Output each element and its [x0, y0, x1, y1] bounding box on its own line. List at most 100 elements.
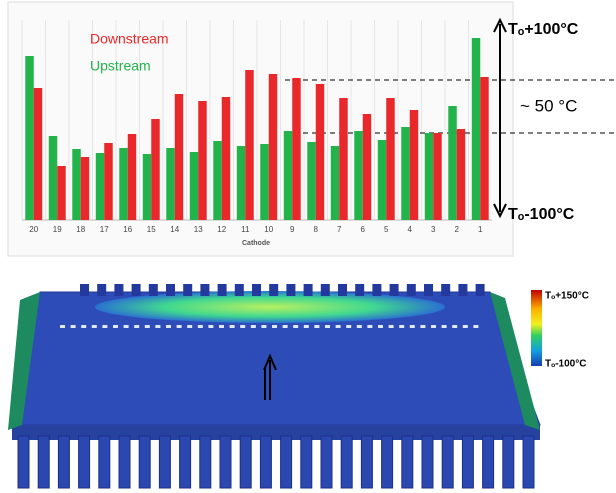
bar [480, 77, 489, 220]
bar [48, 136, 58, 220]
bar [268, 74, 278, 220]
x-tick-label: 1 [478, 225, 483, 234]
x-tick-label: 18 [76, 225, 85, 234]
teeth [17, 284, 535, 489]
hole [219, 325, 224, 328]
bar [448, 106, 457, 220]
x-tick-label: 2 [455, 225, 460, 234]
hole [91, 325, 97, 328]
x-tick-label: 5 [384, 225, 389, 234]
bar [198, 101, 207, 220]
bar [409, 110, 419, 220]
annotation: Tₒ+100°C [508, 21, 579, 38]
tooth [482, 435, 495, 489]
hole [240, 325, 246, 328]
hole [420, 325, 426, 328]
tooth [158, 435, 171, 489]
x-tick-label: 20 [29, 225, 38, 234]
tooth [259, 435, 272, 489]
cell-render: Tₒ+150°C Tₒ-100°C [8, 284, 589, 489]
tooth [389, 284, 399, 296]
tooth [217, 284, 227, 296]
hole [123, 325, 129, 328]
hole [208, 325, 214, 328]
hole [325, 325, 330, 328]
tooth [441, 435, 454, 489]
hole [134, 325, 140, 328]
x-tick-label: 13 [194, 225, 203, 234]
bar [456, 129, 466, 220]
x-tick-label: 12 [217, 225, 226, 234]
hole [272, 325, 277, 328]
tooth [360, 435, 373, 489]
bar [127, 134, 137, 220]
hole [102, 325, 108, 328]
bar [339, 98, 348, 220]
x-tick-label: 4 [408, 225, 413, 234]
hole [303, 325, 309, 328]
bar [330, 146, 340, 220]
tooth [219, 435, 232, 489]
tooth [300, 435, 313, 489]
hole [378, 325, 383, 328]
x-tick-label: 16 [123, 225, 132, 234]
tooth [461, 435, 474, 489]
bar [174, 94, 184, 220]
bar [377, 140, 387, 220]
hole [144, 325, 150, 328]
hole [187, 325, 193, 328]
hole [441, 325, 447, 328]
tooth [17, 435, 30, 489]
hole [113, 325, 118, 328]
bar [245, 70, 254, 220]
bar [166, 148, 175, 220]
hole [155, 325, 161, 328]
hole [356, 325, 362, 328]
bar [362, 114, 372, 220]
tooth [401, 435, 414, 489]
tooth [522, 435, 535, 489]
annotation: Tₒ-100°C [508, 206, 575, 223]
tooth [421, 435, 434, 489]
bar [386, 98, 395, 220]
colorbar-label: Tₒ-100°C [545, 359, 586, 370]
bar [95, 153, 105, 220]
tooth [441, 284, 451, 296]
hole [473, 325, 479, 328]
tooth [458, 284, 468, 296]
tooth [200, 284, 210, 296]
x-tick-label: 7 [337, 225, 342, 234]
tooth [252, 284, 261, 296]
tooth [57, 435, 70, 489]
tooth [118, 435, 131, 489]
tooth [372, 284, 382, 296]
tooth [424, 284, 433, 296]
tooth [98, 435, 111, 489]
bar [142, 154, 152, 220]
colorbar [531, 290, 542, 366]
tooth [381, 435, 394, 489]
tooth [234, 284, 244, 296]
tooth [502, 435, 515, 489]
hole [70, 325, 76, 328]
hole [367, 325, 373, 328]
tooth [475, 284, 485, 296]
x-tick-label: 9 [290, 225, 295, 234]
hot-zone [95, 291, 445, 323]
bar [221, 97, 231, 220]
hole [462, 325, 468, 328]
bar [80, 157, 90, 220]
tooth [80, 284, 89, 296]
hole [282, 325, 288, 328]
bar [315, 84, 325, 220]
bar [25, 56, 34, 220]
bar [283, 131, 293, 220]
tooth [239, 435, 252, 489]
hole [176, 325, 182, 328]
x-tick-label: 3 [431, 225, 436, 234]
colorbar-label: Tₒ+150°C [545, 291, 589, 302]
hole [314, 325, 320, 328]
hole [388, 325, 394, 328]
